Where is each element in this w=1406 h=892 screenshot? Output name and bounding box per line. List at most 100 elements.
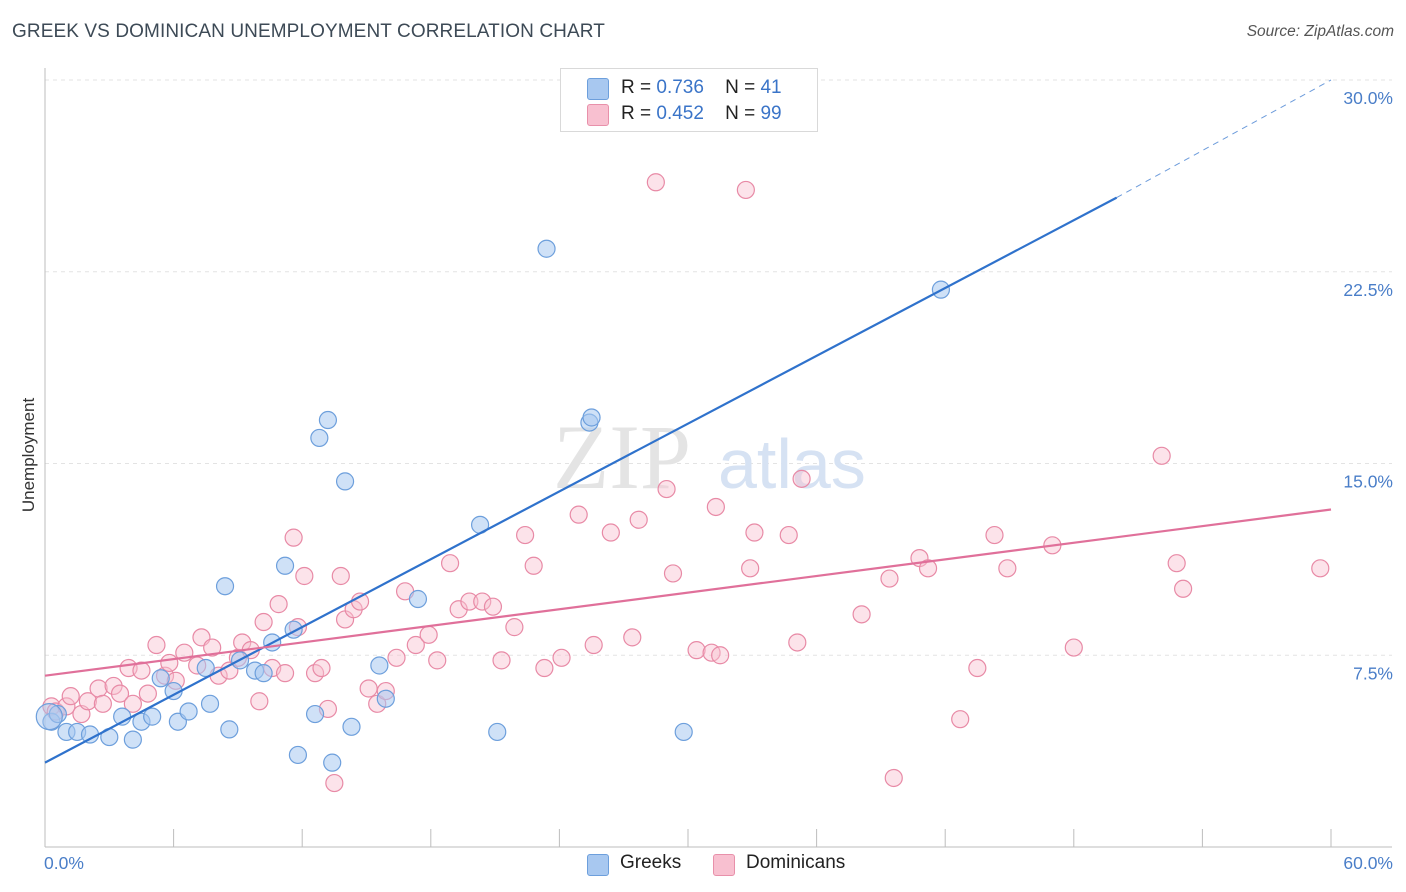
dominican-point xyxy=(325,773,344,793)
greek-point xyxy=(123,730,142,749)
dominican-point xyxy=(275,664,295,683)
dominican-point xyxy=(584,635,603,655)
dominican-point xyxy=(312,658,331,678)
dominican-point xyxy=(460,592,479,611)
legend-n-value: 99 xyxy=(760,103,782,124)
dominican-point xyxy=(203,638,222,657)
dominican-point xyxy=(419,625,438,644)
dominican-point xyxy=(880,569,899,588)
greek-point xyxy=(196,658,215,678)
dominican-point xyxy=(779,525,798,545)
dominican-point xyxy=(663,564,683,583)
greeks-points xyxy=(35,239,951,772)
dominican-point xyxy=(884,768,903,788)
greek-point xyxy=(370,656,389,675)
dominican-point xyxy=(1311,559,1330,578)
y-tick-label: 22.5% xyxy=(1343,280,1393,300)
dominican-point xyxy=(951,710,970,729)
dominican-point xyxy=(132,661,151,680)
y-tick-label: 15.0% xyxy=(1343,472,1393,492)
dominican-point xyxy=(359,679,378,698)
greek-point xyxy=(200,694,220,713)
dominican-point xyxy=(440,554,460,573)
greek-point xyxy=(35,703,63,731)
dominican-point xyxy=(428,651,447,670)
greeks-trendline-extension xyxy=(1116,79,1332,199)
greek-point xyxy=(335,472,355,491)
greek-point xyxy=(674,722,693,742)
legend-swatch-dominicans xyxy=(713,854,735,876)
dominican-point xyxy=(657,479,676,499)
y-tick-label: 7.5% xyxy=(1353,663,1393,683)
dominican-point xyxy=(852,605,871,624)
dominicans-points xyxy=(42,173,1330,793)
greek-point xyxy=(318,410,338,430)
watermark-zip: ZIP xyxy=(553,406,691,508)
dominican-point xyxy=(788,633,807,652)
greek-point xyxy=(215,577,235,596)
dominican-point xyxy=(918,559,938,578)
source-label: Source: ZipAtlas.com xyxy=(1246,23,1394,40)
x-tick-label: 0.0% xyxy=(44,853,84,873)
legend-r-label: R = xyxy=(621,77,652,98)
dominican-point xyxy=(473,592,492,611)
dominican-point xyxy=(331,566,350,586)
dominican-point xyxy=(1167,554,1186,573)
dominican-point xyxy=(406,635,425,655)
legend-label-greeks: Greeks xyxy=(620,852,682,873)
dominican-point xyxy=(1174,579,1193,598)
greek-point xyxy=(488,722,507,742)
greeks-trendline xyxy=(44,196,1118,764)
legend-n-label: N = xyxy=(725,103,756,124)
greek-point xyxy=(342,717,361,736)
dominican-point xyxy=(1064,638,1083,657)
greek-point xyxy=(143,707,162,726)
greek-point xyxy=(323,753,342,772)
greek-point xyxy=(537,239,556,258)
legend-n-value: 41 xyxy=(760,77,782,98)
legend-swatch-dominicans xyxy=(587,104,609,126)
greek-point xyxy=(275,556,295,575)
greek-point xyxy=(254,664,273,683)
dominican-point xyxy=(387,648,406,667)
greek-point xyxy=(305,704,325,724)
greek-point xyxy=(376,689,395,708)
dominican-point xyxy=(110,684,130,703)
dominican-point xyxy=(968,658,987,678)
dominican-point xyxy=(93,694,112,713)
legend-n-label: N = xyxy=(725,77,756,98)
legend-swatch-greeks xyxy=(587,78,609,100)
dominican-point xyxy=(123,694,142,713)
dominican-point xyxy=(492,651,511,670)
y-axis-title: Unemployment xyxy=(19,398,38,513)
watermark-atlas: atlas xyxy=(718,425,866,503)
dominican-point xyxy=(483,597,503,616)
dominican-point xyxy=(78,692,97,711)
greek-point xyxy=(310,428,329,448)
chart-title: GREEK VS DOMINICAN UNEMPLOYMENT CORRELAT… xyxy=(12,21,605,42)
legend-r-value: 0.736 xyxy=(656,77,704,98)
dominican-point xyxy=(601,523,620,542)
dominican-point xyxy=(147,635,166,655)
dominicans-trendline xyxy=(44,508,1332,677)
dominican-point xyxy=(61,687,80,706)
greek-point xyxy=(179,702,198,721)
legend-label-dominicans: Dominicans xyxy=(746,852,846,873)
dominican-point xyxy=(1152,446,1171,465)
greek-point xyxy=(80,725,100,744)
dominican-point xyxy=(160,653,179,673)
dominican-point xyxy=(250,692,269,711)
trendlines xyxy=(44,79,1332,764)
dominican-point xyxy=(284,528,303,547)
greek-point xyxy=(288,745,308,765)
dominican-point xyxy=(623,628,642,647)
dominican-point xyxy=(687,641,706,660)
greek-point xyxy=(408,589,428,609)
greek-point xyxy=(220,720,239,739)
greek-point xyxy=(151,669,170,688)
dominican-point xyxy=(711,646,730,665)
correlation-legend: R = 0.736 N = 41 R = 0.452 N = 99 xyxy=(560,68,818,132)
dominican-point xyxy=(706,497,725,517)
dominican-point xyxy=(524,556,543,575)
